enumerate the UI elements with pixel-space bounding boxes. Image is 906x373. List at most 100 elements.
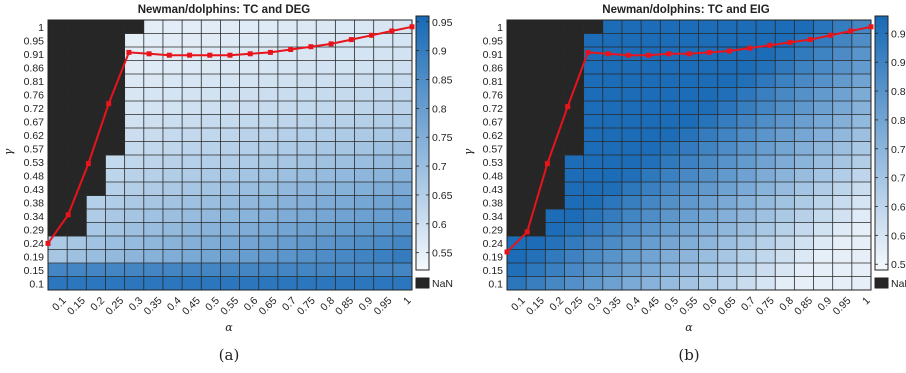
heatmap-cell (392, 263, 413, 277)
heatmap-cell (373, 168, 394, 183)
heatmap-cell (756, 20, 776, 34)
heatmap-cell (564, 128, 584, 142)
heatmap-cell (775, 141, 795, 156)
heatmap-cell (143, 33, 164, 48)
x-tick-label: 0.75 (295, 295, 318, 318)
heatmap-cell (258, 182, 279, 196)
heatmap-cell (220, 20, 240, 34)
heatmap-cell (239, 209, 260, 223)
heatmap-cell (316, 141, 336, 156)
heatmap-cell (201, 209, 221, 223)
trend-marker (544, 161, 550, 167)
heatmap-cell (679, 74, 699, 88)
heatmap-cell (507, 182, 527, 196)
heatmap-cell (354, 155, 374, 169)
heatmap-cell (67, 182, 87, 196)
heatmap-cell (124, 276, 145, 291)
heatmap-cell (143, 20, 164, 34)
heatmap-cell (545, 182, 565, 196)
heatmap-cell (698, 33, 719, 48)
heatmap-cell (641, 128, 661, 142)
heatmap-cell (48, 249, 68, 264)
heatmap-cell (182, 87, 202, 102)
heatmap-cell (277, 101, 298, 115)
heatmap-cell (239, 249, 260, 264)
y-tick-label: 0.1 (29, 278, 44, 290)
heatmap-cell (373, 155, 394, 169)
heatmap-cell (182, 249, 202, 264)
heatmap-cell (794, 87, 814, 102)
heatmap-cell (220, 141, 240, 156)
heatmap-cell (162, 182, 183, 196)
heatmap-cell (258, 263, 279, 277)
heatmap-cell (621, 155, 642, 169)
heatmap-cell (813, 155, 833, 169)
trend-marker (524, 229, 530, 235)
heatmap-cell (698, 236, 719, 250)
heatmap-cell (182, 114, 202, 129)
heatmap-cell (602, 20, 623, 34)
heatmap-cell (794, 60, 814, 75)
heatmap-cell (105, 20, 125, 34)
heatmap-cell (220, 236, 240, 250)
heatmap-cell (201, 101, 221, 115)
trend-marker (646, 52, 652, 58)
heatmap-cell (756, 114, 776, 129)
heatmap-cell (201, 249, 221, 264)
trend-marker (65, 212, 71, 218)
heatmap-cell (679, 33, 699, 48)
heatmap-cell (602, 222, 623, 237)
heatmap-cell (143, 249, 164, 264)
heatmap-cell (335, 195, 355, 210)
heatmap-cell (583, 182, 604, 196)
heatmap-cell (583, 60, 604, 75)
heatmap-cell (698, 263, 719, 277)
x-tick-label: 0.45 (180, 295, 203, 318)
heatmap-cell (392, 155, 413, 169)
heatmap-cell (105, 182, 125, 196)
heatmap-cell (143, 168, 164, 183)
heatmap-cell (698, 141, 719, 156)
heatmap-cell (736, 195, 757, 210)
heatmap-cell (48, 276, 68, 291)
heatmap-cell (86, 209, 106, 223)
heatmap-cell (775, 249, 795, 264)
heatmap-cell (354, 168, 374, 183)
heatmap-cell (813, 236, 833, 250)
heatmap-cell (316, 209, 336, 223)
heatmap-cell (507, 60, 527, 75)
trend-marker (787, 39, 793, 45)
heatmap-cell (297, 209, 317, 223)
y-tick-label: 0.43 (483, 184, 504, 196)
heatmap-cell (583, 209, 604, 223)
heatmap-cell (201, 168, 221, 183)
heatmap-cell (602, 87, 623, 102)
heatmap-cell (775, 155, 795, 169)
heatmap-cell (736, 249, 757, 264)
trend-marker (565, 104, 571, 110)
heatmap-cell (526, 182, 546, 196)
heatmap-cell (794, 74, 814, 88)
heatmap-cell (373, 60, 394, 75)
heatmap-cell (813, 263, 833, 277)
heatmap-cell (392, 47, 413, 61)
heatmap-cell (698, 276, 719, 291)
heatmap-cell (124, 263, 145, 277)
heatmap-cell (545, 101, 565, 115)
heatmap-cell (851, 263, 872, 277)
heatmap-cell (641, 20, 661, 34)
heatmap-cell (297, 249, 317, 264)
heatmap-cell (297, 128, 317, 142)
heatmap-cell (660, 87, 680, 102)
heatmap-cell (105, 263, 125, 277)
heatmap-cell (124, 195, 145, 210)
heatmap-cell (564, 236, 584, 250)
heatmap-cell (602, 168, 623, 183)
heatmap-cell (526, 74, 546, 88)
heatmap-cell (621, 276, 642, 291)
heatmap-cell (354, 276, 374, 291)
heatmap-cell (86, 263, 106, 277)
heatmap-cell (335, 276, 355, 291)
heatmap-cell (316, 60, 336, 75)
heatmap-cell (756, 155, 776, 169)
